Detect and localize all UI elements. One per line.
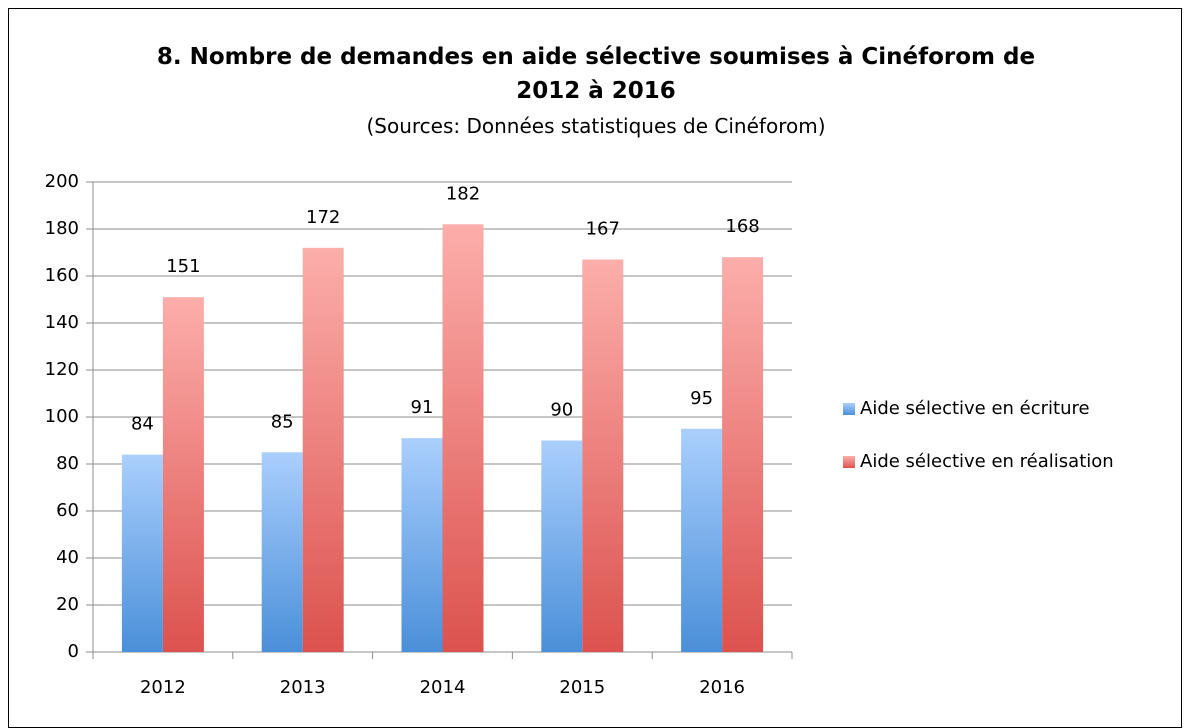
bar [261,452,303,652]
bar [541,440,583,652]
bar [722,257,764,652]
bar [121,454,163,652]
legend-label: Aide sélective en écriture [860,398,1090,419]
y-tick-label: 100 [45,406,79,427]
y-tick-label: 20 [56,594,79,615]
y-tick-label: 200 [45,171,79,192]
legend-swatch [843,456,855,468]
y-tick-label: 160 [45,265,79,286]
x-tick-label: 2012 [140,677,186,698]
chart-subtitle: (Sources: Données statistiques de Cinéfo… [366,114,826,138]
bar [681,428,723,652]
data-label: 84 [131,414,154,435]
y-tick-label: 60 [56,500,79,521]
data-label: 167 [586,219,620,240]
data-label: 172 [306,207,340,228]
y-tick-label: 140 [45,312,79,333]
bar [582,259,624,652]
legend-swatch [843,403,855,415]
y-tick-label: 40 [56,547,79,568]
y-tick-label: 0 [68,641,79,662]
y-tick-label: 120 [45,359,79,380]
y-tick-label: 180 [45,218,79,239]
x-tick-label: 2013 [280,677,326,698]
x-tick-label: 2014 [420,677,466,698]
data-label: 91 [411,397,434,418]
data-label: 182 [446,183,480,204]
legend-label: Aide sélective en réalisation [860,451,1114,472]
data-label: 90 [550,400,573,421]
bar [162,297,204,652]
chart-title: 8. Nombre de demandes en aide sélective … [156,44,1036,104]
x-tick-label: 2016 [699,677,745,698]
bar [401,438,443,652]
data-label: 168 [725,216,759,237]
bar [442,224,484,653]
x-tick-label: 2015 [559,677,605,698]
y-tick-label: 80 [56,453,79,474]
bar [302,247,344,653]
data-label: 85 [271,411,294,432]
data-label: 151 [166,256,200,277]
data-label: 95 [690,388,713,409]
